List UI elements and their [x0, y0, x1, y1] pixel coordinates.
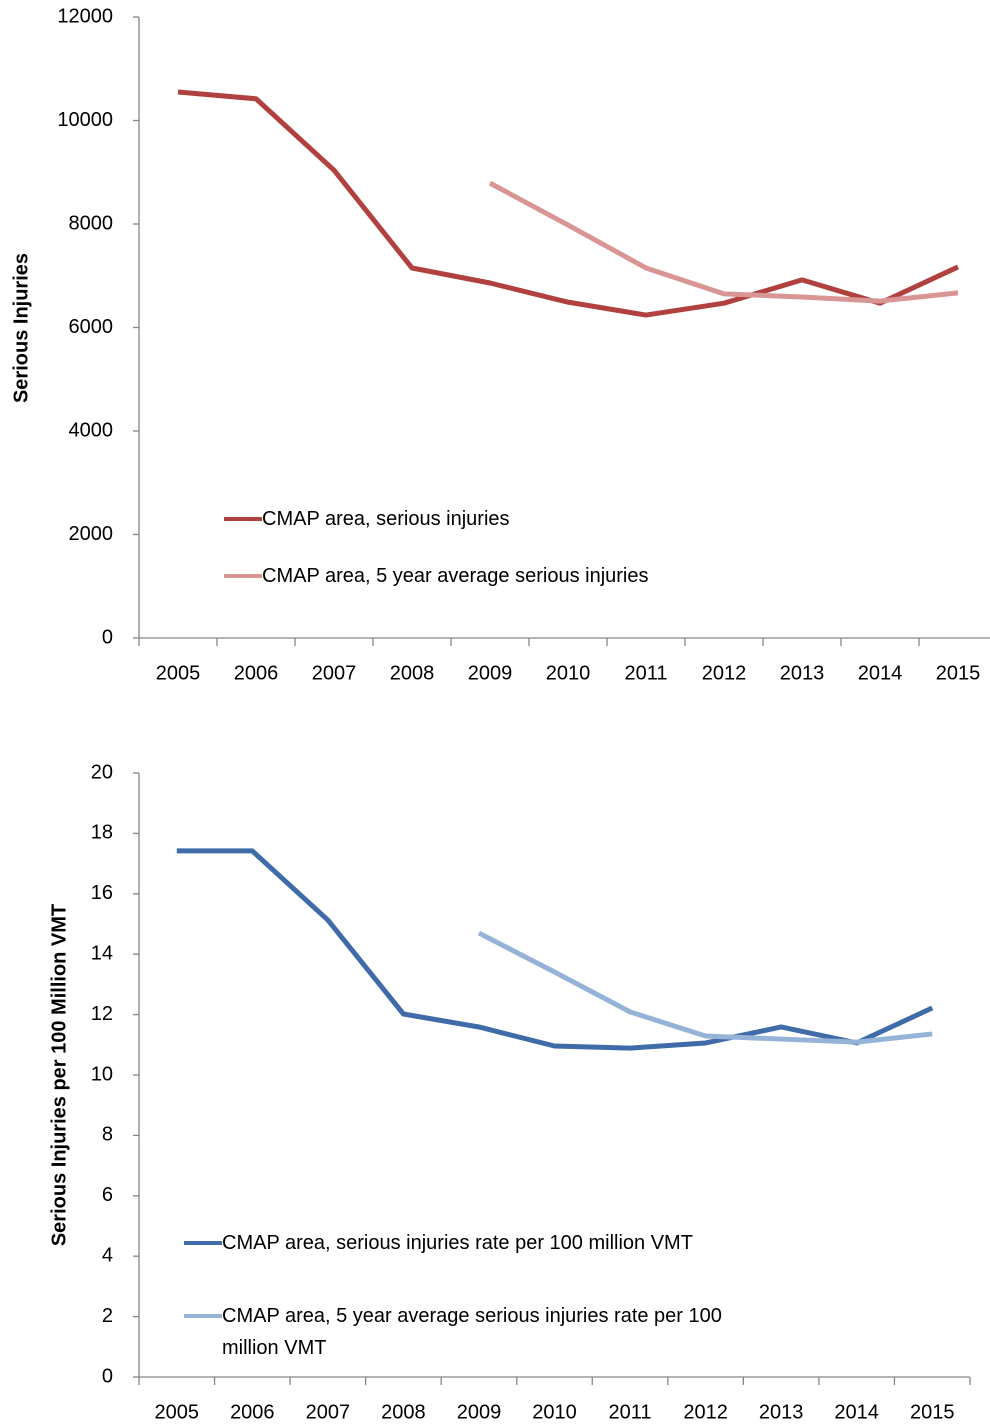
x-tick-label: 2009: [457, 1401, 502, 1423]
legend-item: CMAP area, serious injuries rate per 100…: [184, 1227, 744, 1259]
y-tick-label: 10000: [57, 109, 113, 131]
legend-swatch: [224, 574, 262, 578]
x-tick-label: 2009: [468, 662, 513, 684]
legend-label: CMAP area, 5 year average serious injuri…: [262, 565, 649, 587]
y-tick-label: 0: [102, 1365, 113, 1387]
x-tick-label: 2012: [683, 1401, 728, 1423]
x-tick-label: 2015: [936, 662, 981, 684]
x-tick-label: 2010: [546, 662, 591, 684]
y-tick-label: 4: [102, 1244, 113, 1266]
series-line: [176, 848, 934, 1051]
x-tick-label: 2006: [234, 662, 279, 684]
x-tick-label: 2008: [381, 1401, 426, 1423]
x-tick-label: 2014: [834, 1401, 879, 1423]
y-tick-label: 2: [102, 1305, 113, 1327]
y-tick-label: 20: [91, 761, 113, 783]
x-tick-label: 2006: [230, 1401, 275, 1423]
x-tick-label: 2012: [702, 662, 747, 684]
y-axis-label: Serious Injuries per 100 Million VMT: [48, 904, 70, 1246]
y-tick-label: 18: [91, 822, 113, 844]
legend-swatch: [184, 1241, 222, 1245]
x-tick-label: 2005: [156, 662, 201, 684]
x-tick-label: 2010: [532, 1401, 577, 1423]
x-tick-label: 2008: [390, 662, 435, 684]
x-tick-label: 2007: [306, 1401, 351, 1423]
legend-label: CMAP area, serious injuries rate per 100…: [222, 1232, 693, 1254]
legend-item: CMAP area, serious injuries: [224, 503, 824, 535]
series-line: [488, 180, 959, 304]
y-tick-label: 16: [91, 882, 113, 904]
x-tick-label: 2005: [155, 1401, 200, 1423]
legend-label: CMAP area, serious injuries: [262, 508, 510, 530]
y-tick-label: 8: [102, 1124, 113, 1146]
y-tick-label: 4000: [69, 419, 114, 441]
legend-label: CMAP area, 5 year average serious injuri…: [222, 1305, 722, 1359]
y-tick-label: 12: [91, 1003, 113, 1025]
legend-item: CMAP area, 5 year average serious injuri…: [224, 560, 824, 592]
legend-swatch: [184, 1314, 222, 1318]
x-tick-label: 2011: [624, 662, 667, 684]
x-tick-label: 2011: [609, 1401, 652, 1423]
y-tick-label: 6: [102, 1184, 113, 1206]
x-tick-label: 2007: [312, 662, 357, 684]
series-line: [177, 89, 960, 318]
x-tick-label: 2013: [780, 662, 825, 684]
x-tick-label: 2014: [858, 662, 903, 684]
y-tick-label: 8000: [69, 212, 114, 234]
y-axis-label: Serious Injuries: [10, 253, 32, 403]
legend-swatch: [224, 517, 262, 521]
series-line: [477, 930, 933, 1045]
y-tick-label: 2000: [69, 523, 114, 545]
y-tick-label: 14: [91, 942, 113, 964]
x-tick-label: 2015: [910, 1401, 955, 1423]
y-tick-label: 12000: [57, 5, 113, 27]
legend-item: CMAP area, 5 year average serious injuri…: [184, 1300, 744, 1364]
y-tick-label: 6000: [69, 316, 114, 338]
y-tick-label: 10: [91, 1063, 113, 1085]
y-tick-label: 0: [102, 626, 113, 648]
x-tick-label: 2013: [759, 1401, 804, 1423]
